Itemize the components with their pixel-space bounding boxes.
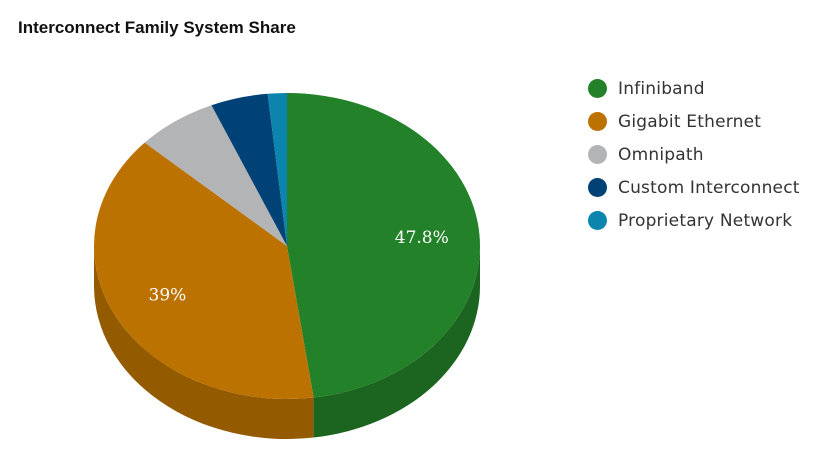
legend-swatch-proprietary-network (588, 211, 607, 230)
pie-side-gigabit-ethernet (94, 246, 314, 439)
legend-swatch-infiniband (588, 79, 607, 98)
legend-item-custom-interconnect[interactable]: Custom Interconnect (588, 171, 800, 204)
pie-side-infiniband (313, 246, 480, 438)
legend-swatch-gigabit-ethernet (588, 112, 607, 131)
legend-label-custom-interconnect: Custom Interconnect (618, 177, 800, 198)
legend-label-infiniband: Infiniband (618, 78, 705, 99)
pie-slice-infiniband[interactable] (287, 93, 480, 398)
legend-item-omnipath[interactable]: Omnipath (588, 138, 800, 171)
pie-tops (94, 93, 480, 400)
pie-data-labels: 47.8% 39% (149, 228, 449, 305)
legend-item-proprietary-network[interactable]: Proprietary Network (588, 204, 800, 237)
pie-slice-omnipath[interactable] (144, 105, 287, 246)
data-label-infiniband: 47.8% (395, 228, 449, 248)
pie-slice-gigabit-ethernet[interactable] (94, 142, 314, 400)
chart-title: Interconnect Family System Share (18, 18, 296, 37)
legend-swatch-omnipath (588, 145, 607, 164)
pie-slice-custom-interconnect[interactable] (211, 93, 287, 246)
legend: Infiniband Gigabit Ethernet Omnipath Cus… (588, 72, 800, 237)
legend-item-gigabit-ethernet[interactable]: Gigabit Ethernet (588, 105, 800, 138)
legend-label-gigabit-ethernet: Gigabit Ethernet (618, 111, 762, 132)
legend-item-infiniband[interactable]: Infiniband (588, 72, 800, 105)
legend-label-proprietary-network: Proprietary Network (618, 210, 793, 231)
legend-label-omnipath: Omnipath (618, 144, 704, 165)
data-label-gigabit-ethernet: 39% (149, 285, 187, 305)
pie-sides (94, 246, 480, 439)
legend-swatch-custom-interconnect (588, 178, 607, 197)
pie-slice-proprietary-network[interactable] (267, 93, 287, 246)
